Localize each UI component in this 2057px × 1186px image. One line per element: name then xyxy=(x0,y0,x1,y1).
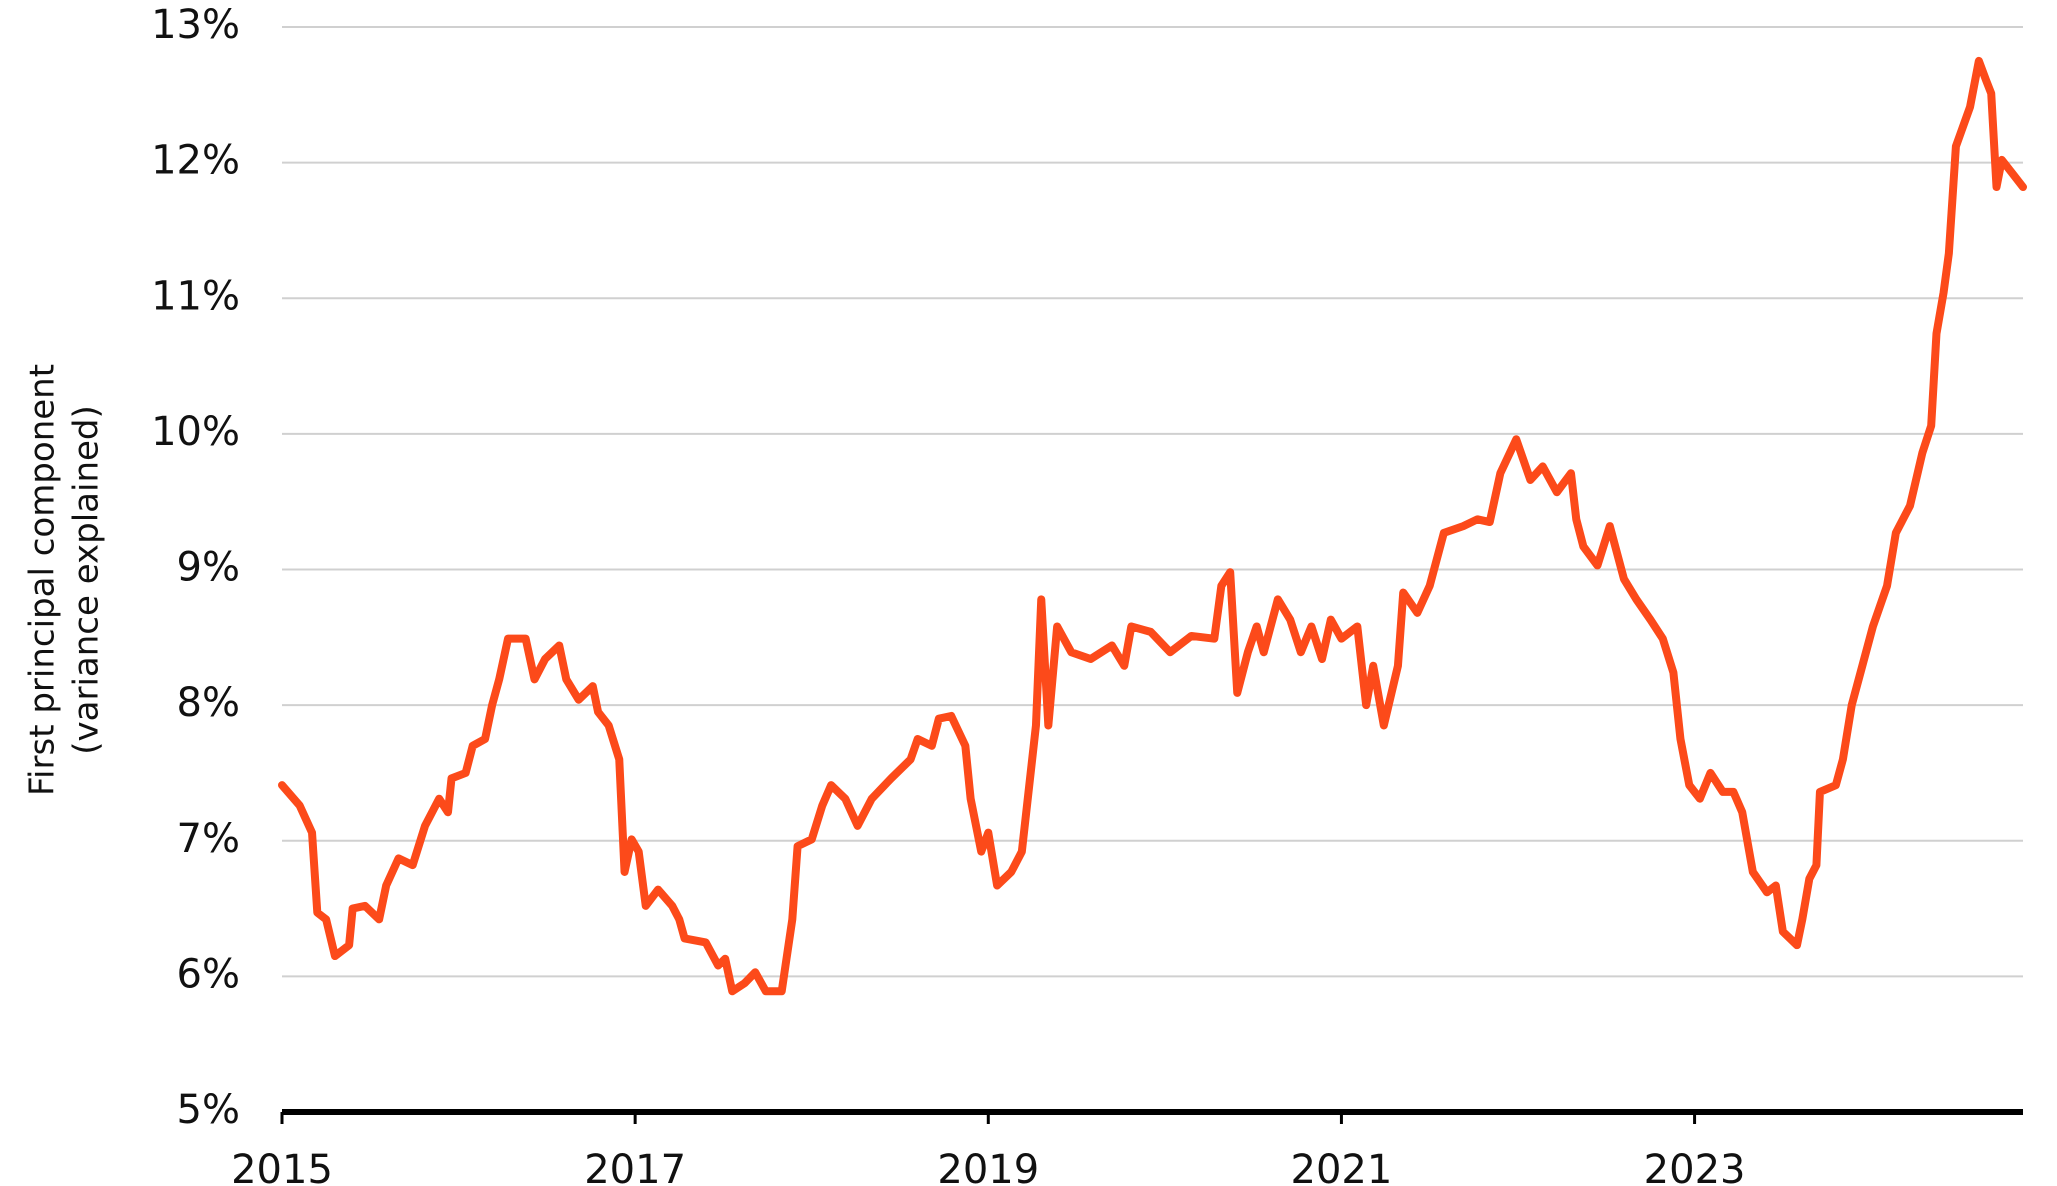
x-tick-label: 2019 xyxy=(937,1147,1039,1186)
y-tick-label: 6% xyxy=(177,951,240,997)
y-tick-label: 9% xyxy=(177,545,240,591)
y-tick-label: 11% xyxy=(151,273,240,319)
y-axis-title-line: First principal component xyxy=(23,364,63,796)
x-tick-label: 2017 xyxy=(584,1147,686,1186)
y-tick-label: 10% xyxy=(151,409,240,455)
y-tick-label: 13% xyxy=(151,2,240,48)
y-tick-label: 5% xyxy=(177,1087,240,1133)
y-tick-label: 7% xyxy=(177,816,240,862)
y-tick-label: 8% xyxy=(177,680,240,726)
x-tick-label: 2015 xyxy=(231,1147,333,1186)
y-axis-title-line: (variance explained) xyxy=(67,405,107,755)
y-axis-title: First principal component (variance expl… xyxy=(23,364,107,796)
line xyxy=(278,56,2027,996)
x-tick-label: 2023 xyxy=(1644,1147,1746,1186)
y-tick-label: 12% xyxy=(151,138,240,184)
x-tick-label: 2021 xyxy=(1291,1147,1393,1186)
